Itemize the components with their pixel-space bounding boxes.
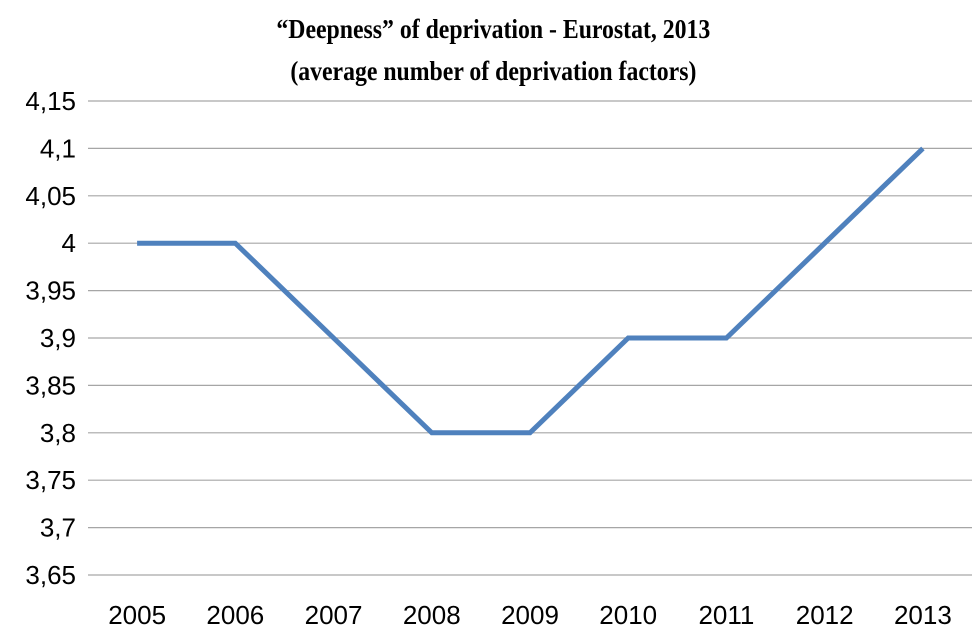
y-tick-label: 4,05 (25, 181, 76, 211)
y-tick-label: 4,15 (25, 86, 76, 116)
x-tick-label: 2010 (599, 600, 657, 630)
chart-subtitle: (average number of deprivation factors) (290, 56, 697, 86)
y-tick-label: 3,85 (25, 370, 76, 400)
x-tick-label: 2006 (206, 600, 264, 630)
y-tick-label: 3,95 (25, 276, 76, 306)
x-tick-label: 2007 (305, 600, 363, 630)
x-tick-label: 2012 (796, 600, 854, 630)
x-tick-label: 2008 (403, 600, 461, 630)
series-line (137, 146, 925, 436)
y-tick-label: 3,8 (40, 418, 76, 448)
x-tick-label: 2005 (108, 600, 166, 630)
y-tick-label: 3,9 (40, 323, 76, 353)
x-tick-label: 2013 (894, 600, 952, 630)
y-tick-label: 4,1 (40, 133, 76, 163)
y-tick-label: 3,7 (40, 513, 76, 543)
y-tick-label: 3,75 (25, 465, 76, 495)
x-tick-label: 2011 (698, 600, 754, 630)
chart-title: “Deepness” of deprivation - Eurostat, 20… (276, 14, 711, 44)
y-tick-label: 4 (62, 228, 76, 258)
y-tick-label: 3,65 (25, 560, 76, 590)
x-tick-label: 2009 (501, 600, 559, 630)
